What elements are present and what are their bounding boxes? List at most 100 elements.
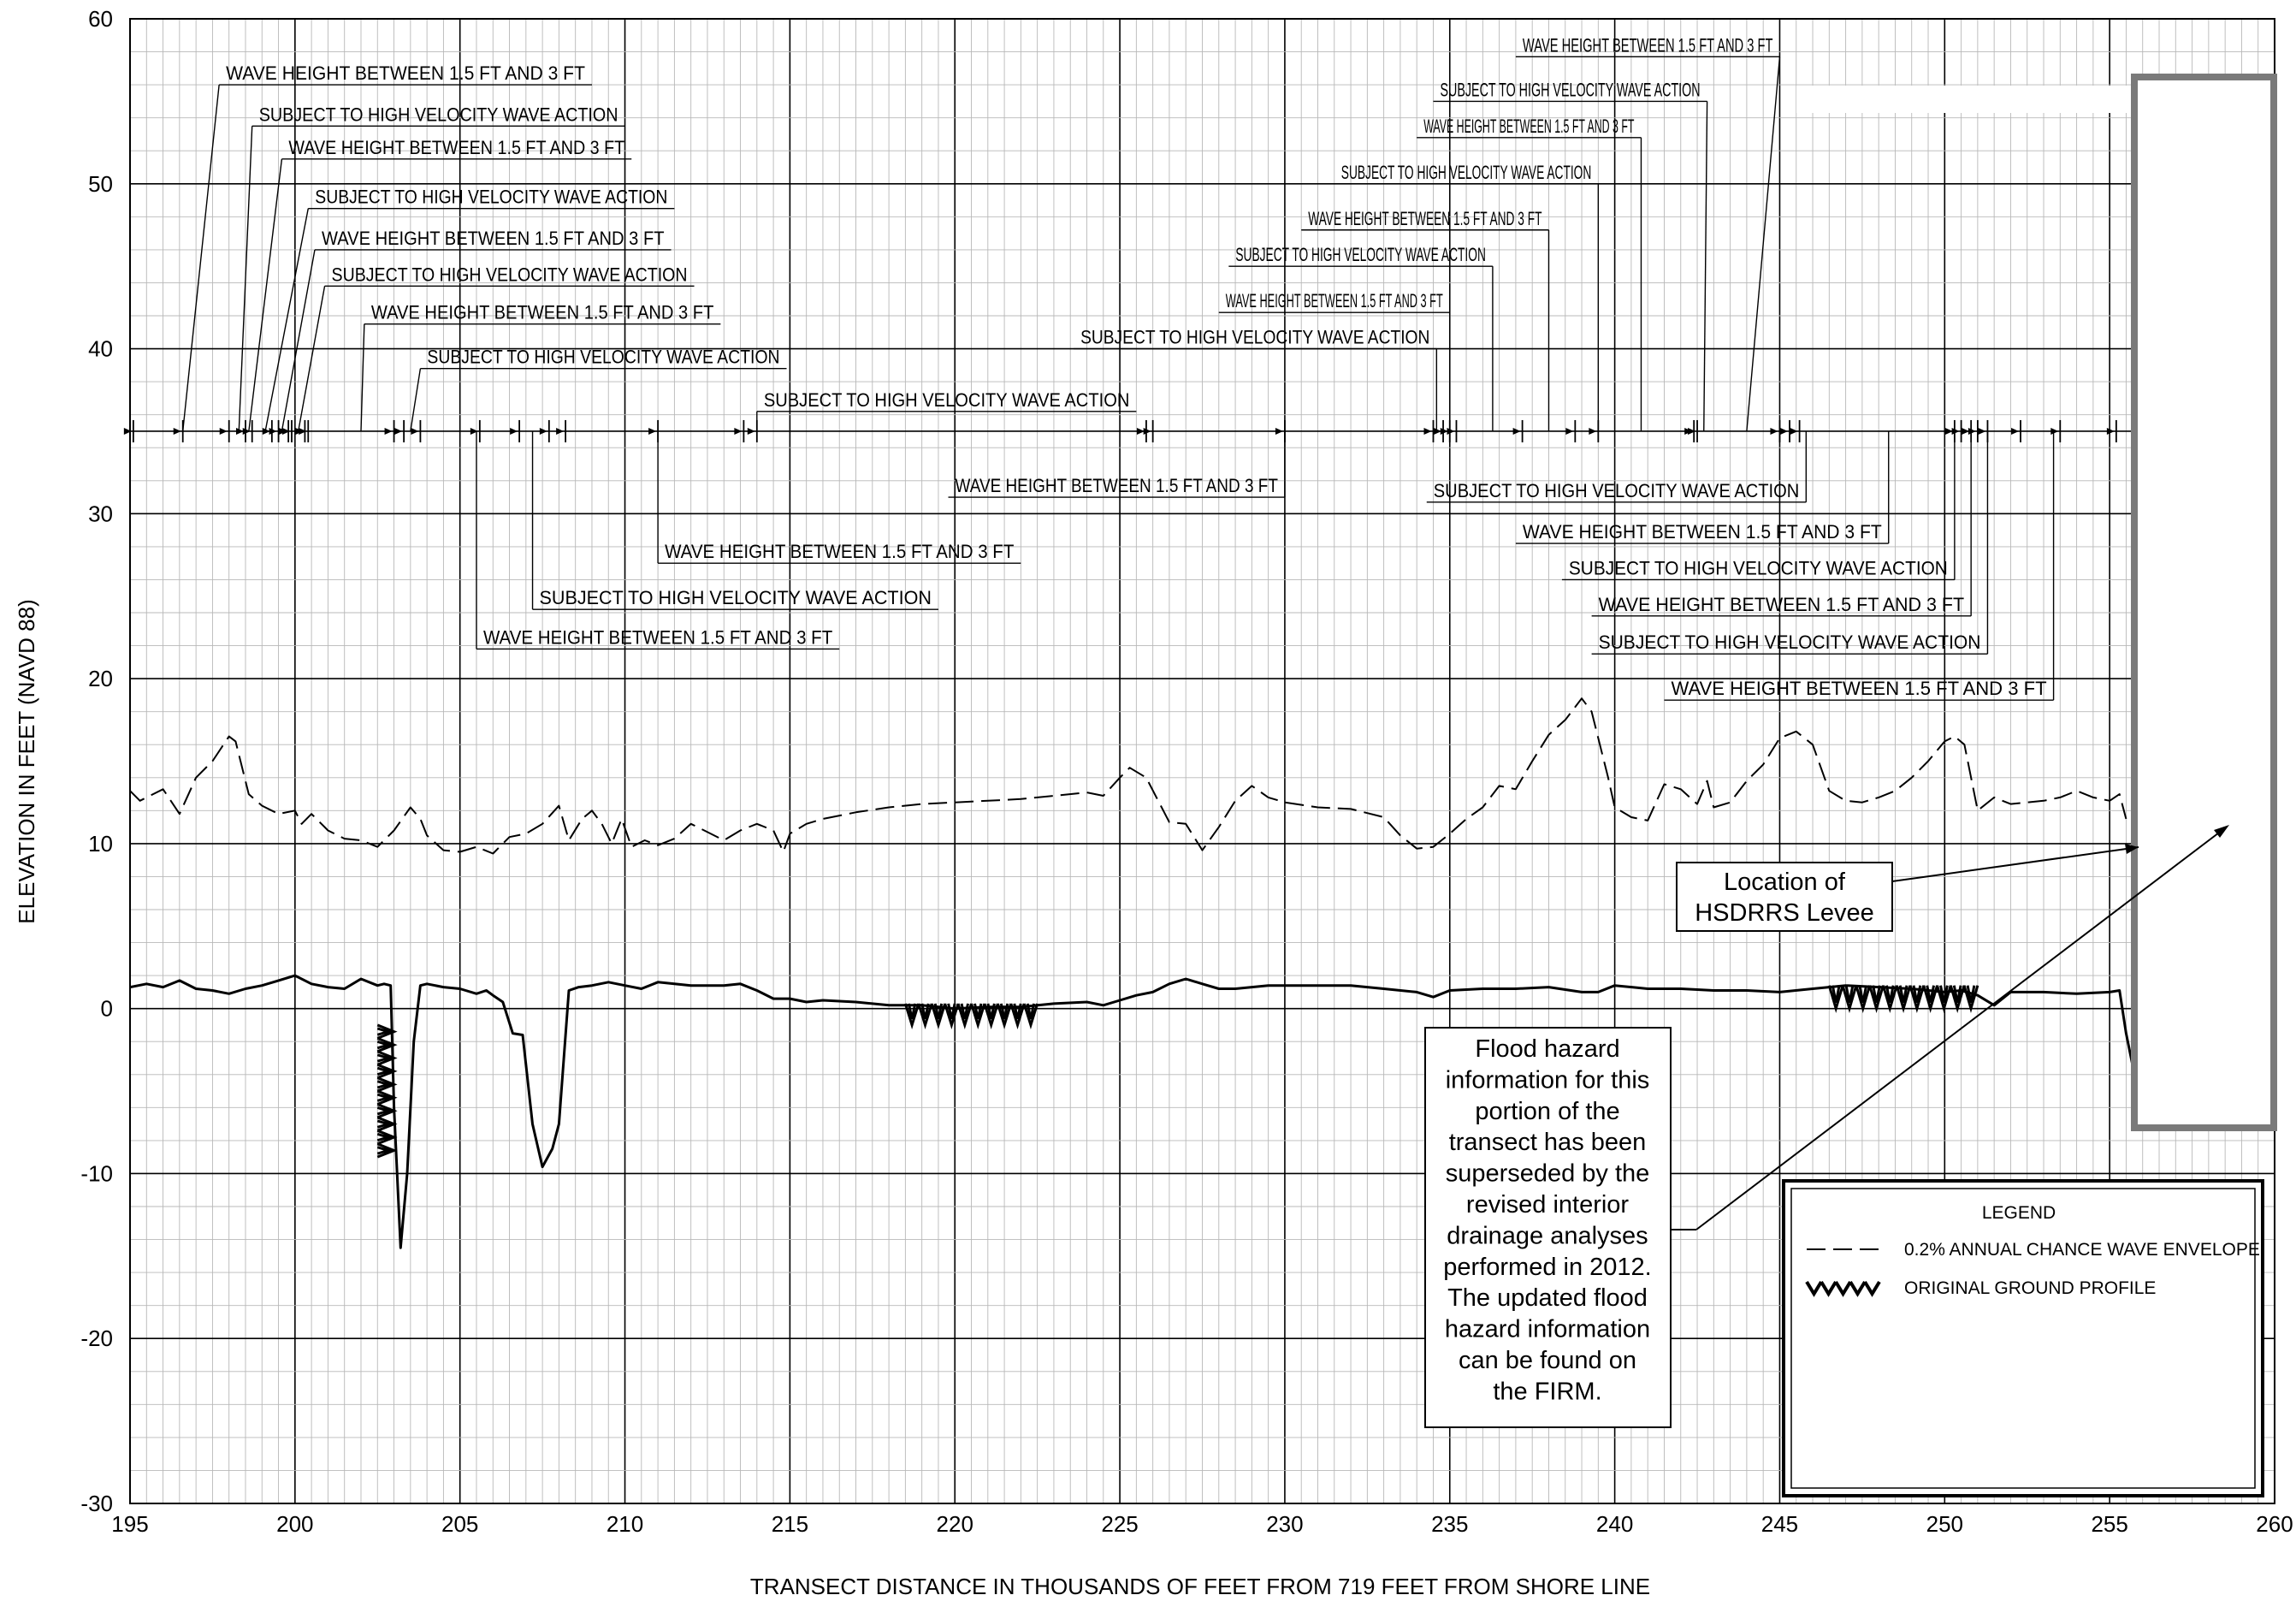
zone-arrow <box>1978 427 1986 435</box>
x-tick-label: 260 <box>2256 1511 2293 1537</box>
zone-arrow <box>269 427 277 435</box>
annotation-label: WAVE HEIGHT BETWEEN 1.5 FT AND 3 FT <box>1523 34 1773 56</box>
levee-text-line: Location of <box>1724 869 1846 896</box>
zone-annotation: WAVE HEIGHT BETWEEN 1.5 FT AND 3 FT <box>281 228 672 432</box>
zone-annotation: SUBJECT TO HIGH VELOCITY WAVE ACTION <box>298 264 695 432</box>
whiteout-strip <box>1796 86 2134 113</box>
annotation-label: WAVE HEIGHT BETWEEN 1.5 FT AND 3 FT <box>1523 521 1882 543</box>
series <box>130 697 2134 1249</box>
flood-callout: Flood hazard information for this portion … <box>1424 825 2229 1428</box>
flood-text-line: information for this <box>1446 1066 1650 1094</box>
zone-annotation: SUBJECT TO HIGH VELOCITY WAVE ACTION <box>531 430 938 610</box>
flood-pointer <box>1695 829 2223 1230</box>
annotation-leader <box>410 368 422 432</box>
levee-box <box>1676 862 1893 932</box>
flood-text-line: hazard information <box>1445 1316 1650 1343</box>
legend-inner-box <box>1790 1188 2256 1489</box>
flood-box <box>1424 1027 1672 1428</box>
zone-arrow <box>262 427 270 435</box>
zone-annotation: WAVE HEIGHT BETWEEN 1.5 FT AND 3 FT <box>248 137 632 432</box>
zone-arrow <box>2106 427 2115 435</box>
annotation-label: WAVE HEIGHT BETWEEN 1.5 FT AND 3 FT <box>1226 290 1443 311</box>
zone-annotation: SUBJECT TO HIGH VELOCITY WAVE ACTION <box>1074 327 1438 431</box>
y-tick-label: 20 <box>88 666 113 691</box>
flood-text-line: performed in 2012. <box>1443 1254 1651 1281</box>
zone-arrow <box>747 427 755 435</box>
zone-arrow <box>1589 427 1597 435</box>
zone-arrow <box>394 427 403 435</box>
zone-arrow <box>510 427 518 435</box>
zone-annotation: SUBJECT TO HIGH VELOCITY WAVE ACTION <box>1561 430 1956 581</box>
y-tick-label: 10 <box>88 831 113 857</box>
axes: 195 200 205 210 215 220 225 230 235 240 245 250 255 2… <box>80 6 2293 1537</box>
annotation-label: WAVE HEIGHT BETWEEN 1.5 FT AND 3 FT <box>1671 678 2046 699</box>
annotation-label: WAVE HEIGHT BETWEEN 1.5 FT AND 3 FT <box>1599 594 1965 615</box>
flood-pointer-arrow <box>2214 825 2229 838</box>
flood-text-line: portion of the <box>1475 1098 1619 1125</box>
levee-pointer-arrow <box>2125 844 2139 854</box>
zone-annotation: WAVE HEIGHT BETWEEN 1.5 FT AND 3 FT <box>1301 208 1550 431</box>
zone-arrow <box>123 427 132 435</box>
flood-text-line: the FIRM. <box>1493 1378 1601 1405</box>
legend-entry-label: 0.2% ANNUAL CHANCE WAVE ENVELOPE <box>1904 1240 2260 1260</box>
zone-annotation: SUBJECT TO HIGH VELOCITY WAVE ACTION <box>1426 430 1808 503</box>
zone-annotation: WAVE HEIGHT BETWEEN 1.5 FT AND 3 FT <box>1218 290 1451 431</box>
zone-arrow <box>1565 427 1574 435</box>
annotation-leader <box>238 126 253 431</box>
zone-arrow <box>556 427 565 435</box>
zone-arrow <box>1688 427 1696 435</box>
flood-text-line: drainage analyses <box>1447 1222 1648 1249</box>
zone-arrow <box>470 427 478 435</box>
zone-arrow <box>299 427 307 435</box>
x-tick-label: 220 <box>937 1511 973 1537</box>
zone-arrow <box>1136 427 1145 435</box>
annotation-label: SUBJECT TO HIGH VELOCITY WAVE ACTION <box>1569 557 1948 578</box>
zone-arrow <box>219 427 228 435</box>
annotation-label: SUBJECT TO HIGH VELOCITY WAVE ACTION <box>1235 244 1486 265</box>
y-tick-label: -30 <box>80 1491 113 1516</box>
x-tick-label: 230 <box>1266 1511 1303 1537</box>
annotation-label: WAVE HEIGHT BETWEEN 1.5 FT AND 3 FT <box>371 302 714 323</box>
x-axis-label: TRANSECT DISTANCE IN THOUSANDS OF FEET F… <box>750 1574 1650 1599</box>
hatch-path <box>903 1003 1039 1030</box>
zone-annotation: SUBJECT TO HIGH VELOCITY WAVE ACTION <box>410 347 787 432</box>
x-tick-label: 215 <box>772 1511 808 1537</box>
zone-annotation: WAVE HEIGHT BETWEEN 1.5 FT AND 3 FT <box>476 430 840 650</box>
zone-arrow <box>1275 427 1283 435</box>
zone-annotation: SUBJECT TO HIGH VELOCITY WAVE ACTION <box>1228 244 1494 431</box>
x-tick-label: 250 <box>1926 1511 1963 1537</box>
zone-arrow <box>2011 427 2020 435</box>
zone-arrow <box>2050 427 2059 435</box>
annotation-label: WAVE HEIGHT BETWEEN 1.5 FT AND 3 FT <box>483 626 832 648</box>
zone-annotation: WAVE HEIGHT BETWEEN 1.5 FT AND 3 FT <box>1664 430 2055 701</box>
zone-arrow <box>235 427 244 435</box>
annotation-label: SUBJECT TO HIGH VELOCITY WAVE ACTION <box>259 104 618 125</box>
zone-arrow <box>734 427 743 435</box>
annotation-label: SUBJECT TO HIGH VELOCITY WAVE ACTION <box>1080 327 1429 348</box>
zone-arrow <box>1440 427 1448 435</box>
annotation-label: SUBJECT TO HIGH VELOCITY WAVE ACTION <box>1440 79 1700 100</box>
zone-arrow <box>1962 427 1970 435</box>
annotation-leader <box>248 158 283 432</box>
zone-annotation: WAVE HEIGHT BETWEEN 1.5 FT AND 3 FT <box>182 62 592 432</box>
annotation-label: WAVE HEIGHT BETWEEN 1.5 FT AND 3 FT <box>1308 208 1542 229</box>
annotation-label: SUBJECT TO HIGH VELOCITY WAVE ACTION <box>1599 632 1981 653</box>
annotation-label: WAVE HEIGHT BETWEEN 1.5 FT AND 3 FT <box>226 62 585 84</box>
zone-arrow <box>173 427 181 435</box>
zone-arrow <box>1143 427 1151 435</box>
annotation-leader <box>182 85 220 432</box>
zone-arrow <box>1790 427 1798 435</box>
zone-arrow <box>1770 427 1778 435</box>
superseded-box <box>2131 74 2277 1131</box>
annotation-label: WAVE HEIGHT BETWEEN 1.5 FT AND 3 FT <box>956 475 1278 496</box>
zone-arrow <box>1434 427 1442 435</box>
x-tick-label: 255 <box>2091 1511 2127 1537</box>
zone-annotation: WAVE HEIGHT BETWEEN 1.5 FT AND 3 FT <box>1591 430 1972 617</box>
zone-arrow <box>1944 427 1953 435</box>
zone-annotation: WAVE HEIGHT BETWEEN 1.5 FT AND 3 FT <box>360 302 721 431</box>
zone-arrow <box>411 427 419 435</box>
zone-annotation: SUBJECT TO HIGH VELOCITY WAVE ACTION <box>1433 79 1708 431</box>
y-tick-label: -20 <box>80 1325 113 1351</box>
legend-outer-box <box>1782 1179 2264 1497</box>
zone-arrow <box>1512 427 1521 435</box>
